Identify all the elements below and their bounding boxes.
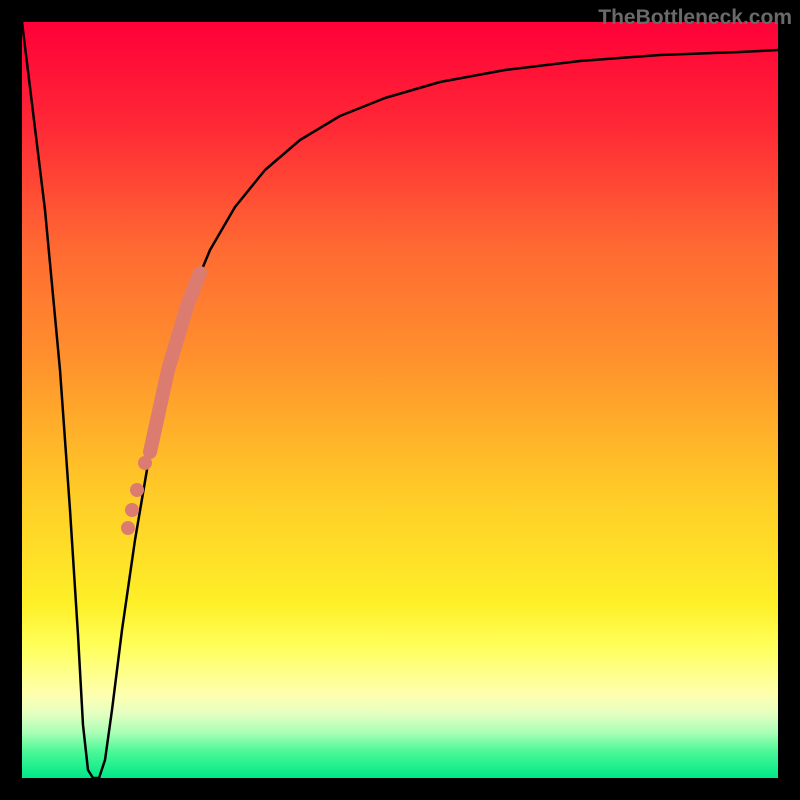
chart-root: TheBottleneck.com — [0, 0, 800, 800]
attribution-text: TheBottleneck.com — [598, 6, 792, 30]
chart-svg — [0, 0, 800, 800]
